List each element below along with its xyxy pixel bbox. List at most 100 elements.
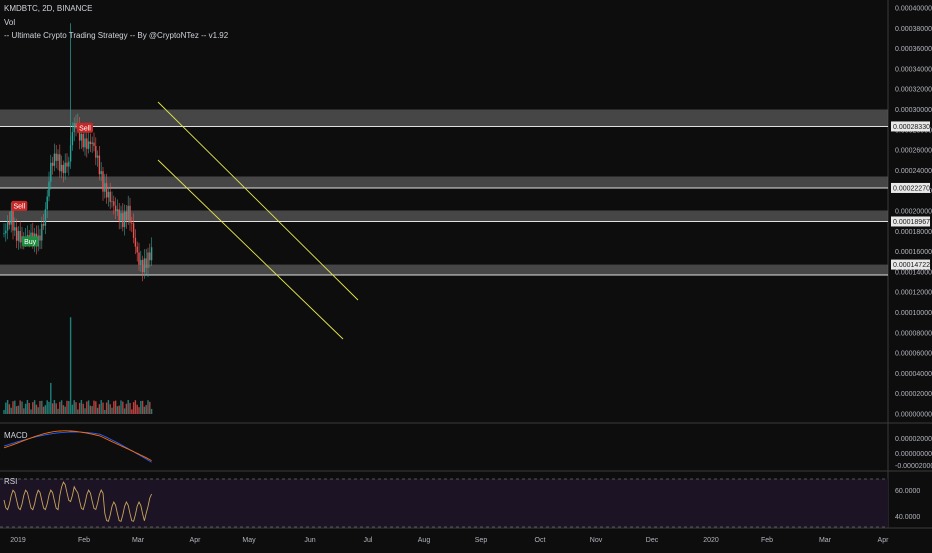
- volume-bar: [95, 401, 97, 414]
- volume-bar: [44, 405, 47, 414]
- candle-body: [44, 209, 47, 226]
- price-tag-box: [891, 259, 930, 270]
- volume-bar: [105, 402, 108, 414]
- candle-body: [37, 235, 39, 247]
- candle-body: [73, 123, 75, 133]
- volume-bar: [33, 400, 36, 414]
- price-tick-label: 0.00002000: [895, 391, 932, 398]
- candle-body: [104, 183, 106, 192]
- candle-body: [39, 235, 41, 241]
- candle-body: [93, 142, 95, 146]
- volume-bar: [91, 406, 93, 414]
- volume-bar: [77, 409, 79, 414]
- volume-bar: [55, 403, 57, 414]
- volume-bar: [14, 400, 16, 414]
- sr-zone: [0, 109, 888, 127]
- sell-signal-badge: [77, 122, 93, 133]
- candle-body: [50, 162, 52, 182]
- candle-body: [8, 221, 11, 225]
- price-tag-label: 0.00018967: [893, 219, 930, 226]
- volume-bar: [116, 406, 119, 414]
- sell-signal-label: Sell: [13, 203, 25, 210]
- macd-tick-label: 0.00000000: [895, 451, 932, 458]
- volume-bar: [46, 400, 48, 414]
- rsi-band: [0, 479, 888, 527]
- candle-body: [84, 138, 86, 148]
- volume-bar: [114, 400, 117, 414]
- candle-body: [100, 171, 102, 175]
- price-tick-label: 0.00016000: [895, 249, 932, 256]
- price-tick-label: 0.00014000: [895, 269, 932, 276]
- volume-bar: [84, 408, 86, 414]
- strategy-label[interactable]: -- Ultimate Crypto Trading Strategy -- B…: [4, 31, 229, 40]
- candle-body: [109, 191, 111, 202]
- time-axis-label: Mar: [132, 537, 145, 544]
- volume-bar: [89, 405, 92, 414]
- volume-bar: [53, 400, 56, 414]
- price-tag-box: [891, 216, 930, 227]
- volume-bar: [149, 401, 151, 414]
- volume-bar: [69, 317, 72, 414]
- channel-lower-line: [157, 159, 344, 340]
- candle-body: [125, 211, 128, 221]
- volume-label[interactable]: Vol: [4, 18, 16, 27]
- time-axis-label: Apr: [190, 537, 202, 544]
- candle-body: [95, 145, 97, 158]
- candle-body: [30, 232, 32, 239]
- volume-bar: [60, 400, 63, 414]
- candle-body: [102, 171, 104, 192]
- volume-bar: [32, 402, 34, 414]
- candle-body: [127, 205, 129, 221]
- volume-bar: [96, 407, 99, 414]
- candle-body: [3, 233, 5, 235]
- volume-bar: [15, 406, 18, 414]
- volume-bar: [50, 382, 52, 414]
- price-tick-label: 0.00008000: [895, 330, 932, 337]
- sell-signal-label: Sell: [79, 125, 91, 132]
- candle-body: [116, 209, 119, 212]
- volume-bar: [59, 401, 61, 414]
- volume-bar: [51, 403, 54, 414]
- candle-body: [145, 258, 147, 268]
- time-axis-label: 2020: [703, 537, 719, 544]
- volume-bar: [86, 401, 88, 414]
- volume-bar: [132, 402, 135, 414]
- volume-bar: [138, 407, 140, 414]
- candle-body: [6, 221, 9, 231]
- volume-bar: [30, 409, 32, 414]
- sr-zone: [0, 210, 888, 222]
- candle-body: [118, 209, 120, 221]
- sr-zone: [0, 176, 888, 188]
- candle-body: [105, 183, 108, 198]
- volume-bar: [123, 408, 126, 414]
- candle-body: [122, 213, 124, 228]
- candle-body: [75, 123, 77, 129]
- candle-body: [149, 252, 151, 261]
- price-tag-label: 0.00028330: [893, 124, 930, 131]
- candle-body: [111, 201, 113, 203]
- candle-body: [107, 191, 110, 198]
- volume-bar: [17, 405, 20, 414]
- volume-bar: [78, 402, 81, 414]
- candle-body: [87, 141, 90, 149]
- volume-bar: [109, 404, 111, 414]
- sell-signal-badge: [11, 200, 28, 211]
- time-axis-label: Mar: [819, 537, 832, 544]
- volume-bar: [82, 403, 84, 414]
- volume-bar: [75, 402, 77, 414]
- candle-body: [129, 205, 131, 223]
- candle-body: [80, 133, 83, 141]
- candle-body: [62, 164, 65, 174]
- rsi-label[interactable]: RSI: [4, 477, 18, 486]
- volume-bar: [111, 407, 113, 414]
- price-tick-label: 0.00010000: [895, 310, 932, 317]
- sr-zone: [0, 264, 888, 275]
- time-axis-label: Feb: [761, 537, 773, 544]
- price-tag-box: [891, 182, 930, 193]
- candle-body: [10, 210, 12, 225]
- buy-signal-label: Buy: [24, 239, 37, 246]
- macd-label[interactable]: MACD: [4, 431, 28, 440]
- candle-body: [15, 227, 18, 241]
